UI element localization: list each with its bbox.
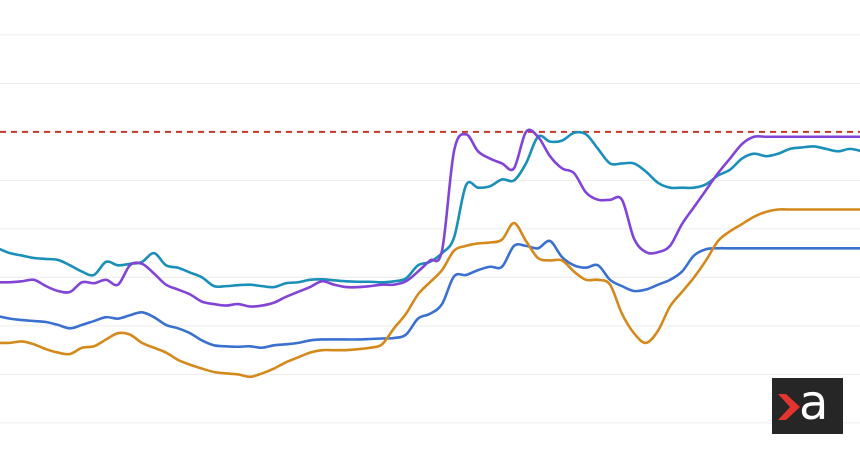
- series-line-1: [0, 128, 860, 308]
- series-line-2: [0, 239, 860, 350]
- series-line-3: [0, 208, 860, 379]
- brand-logo: a: [772, 375, 843, 434]
- logo-chevron-icon: [778, 394, 800, 420]
- logo-letter: a: [799, 375, 829, 431]
